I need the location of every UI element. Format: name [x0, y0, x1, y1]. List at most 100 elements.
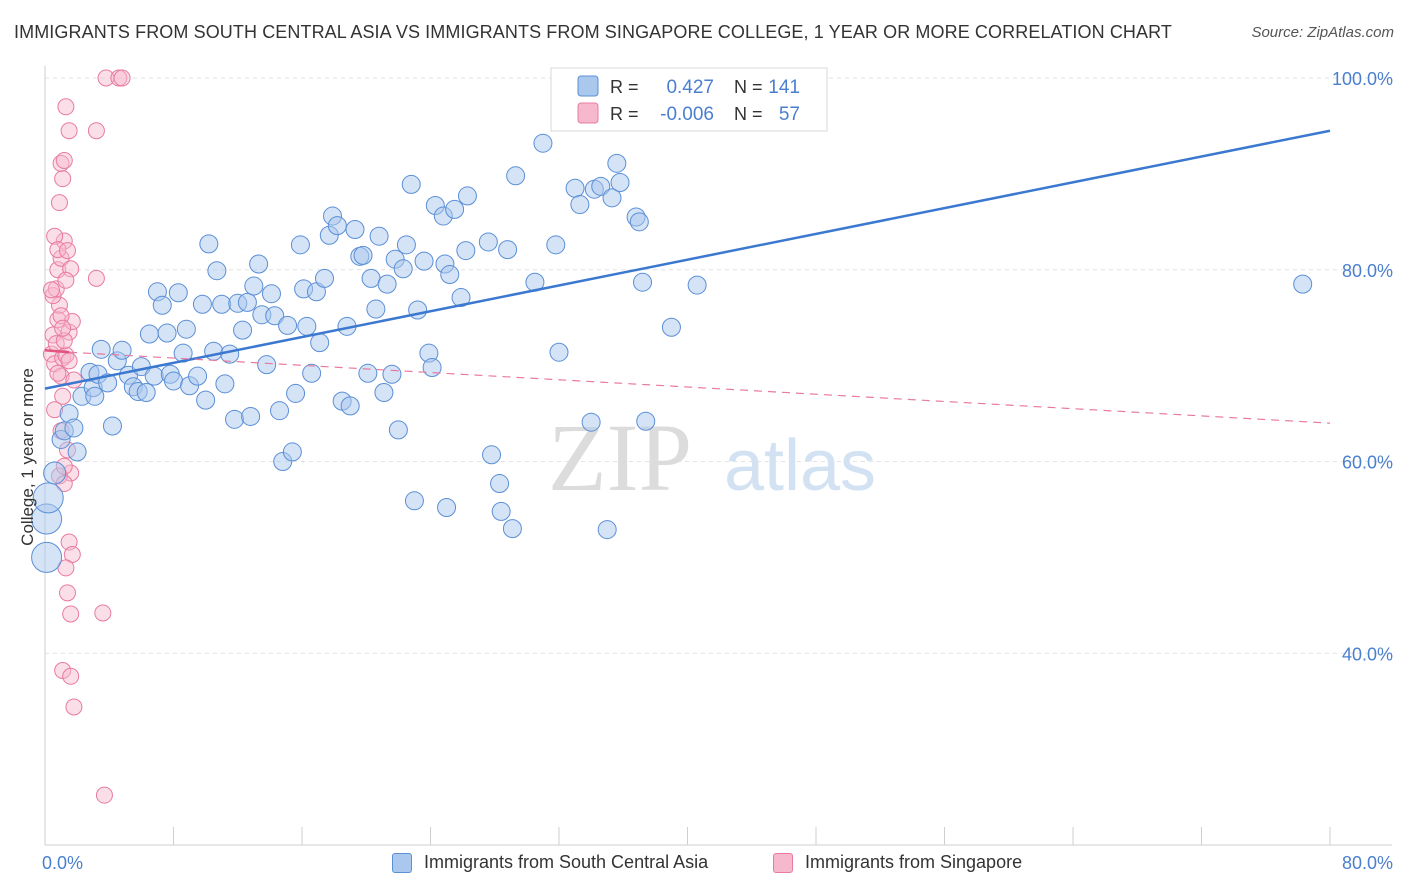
pink-point-41	[87, 269, 105, 287]
pink-point-15	[50, 194, 68, 212]
source-label: Source: ZipAtlas.com	[1251, 24, 1394, 41]
blue-point-53	[261, 284, 281, 304]
pink-point-52	[49, 364, 67, 382]
trend-line-pink-dashed	[69, 351, 1331, 424]
blue-point-50	[249, 254, 269, 274]
blue-point-121	[633, 272, 653, 292]
stats-pink-r-label: R =	[610, 104, 639, 124]
stats-pink-r-value: -0.006	[660, 104, 714, 125]
chart-title: IMMIGRANTS FROM SOUTH CENTRAL ASIA VS IM…	[14, 22, 1172, 42]
blue-point-72	[340, 396, 360, 416]
blue-point-73	[345, 219, 365, 239]
blue-point-24	[139, 324, 159, 344]
blue-point-1	[32, 482, 64, 514]
blue-point-47	[237, 292, 257, 312]
blue-point-8	[67, 442, 87, 462]
blue-point-82	[382, 364, 402, 384]
watermark: ZIP atlas	[548, 404, 876, 511]
blue-point-77	[361, 268, 381, 288]
blue-point-109	[546, 235, 566, 255]
pink-point-49	[52, 307, 70, 325]
x-tick-label-0: 0.0%	[42, 853, 83, 873]
pink-point-33	[60, 533, 78, 551]
blue-point-40	[207, 261, 227, 281]
legend-swatch-pink	[773, 852, 793, 873]
pink-point-53	[54, 319, 72, 337]
blue-point-120	[629, 212, 649, 232]
y-tick-label-1: 60.0%	[1342, 453, 1393, 473]
blue-point-7	[64, 418, 84, 438]
blue-point-113	[581, 412, 601, 432]
blue-point-65	[310, 333, 330, 353]
blue-point-59	[286, 383, 306, 403]
blue-point-102	[490, 474, 510, 494]
blue-point-16	[102, 416, 122, 436]
y-tick-label-3: 100.0%	[1332, 69, 1393, 89]
blue-point-62	[297, 316, 317, 336]
stats-blue-swatch	[577, 75, 599, 97]
blue-point-106	[506, 166, 526, 186]
y-tick-label-2: 80.0%	[1342, 261, 1393, 281]
pink-point-51	[60, 352, 78, 370]
blue-point-117	[607, 153, 627, 173]
blue-point-110	[549, 342, 569, 362]
pink-point-44	[95, 786, 113, 804]
pink-point-20	[60, 122, 78, 140]
blue-point-122	[636, 411, 656, 431]
blue-point-3	[43, 461, 67, 485]
blue-point-58	[282, 442, 302, 462]
blue-point-97	[451, 288, 471, 308]
pink-point-37	[62, 605, 80, 623]
stats-blue-r-value: 0.427	[666, 77, 714, 98]
blue-point-108	[533, 133, 553, 153]
blue-point-46	[233, 320, 253, 340]
pink-point-54	[42, 281, 60, 299]
pink-point-55	[65, 371, 83, 389]
pink-point-21	[46, 227, 64, 245]
pink-point-23	[58, 242, 76, 260]
blue-point-41	[212, 294, 232, 314]
blue-point-115	[591, 176, 611, 196]
pink-point-43	[94, 604, 112, 622]
pink-point-19	[57, 98, 75, 116]
blue-point-81	[377, 274, 397, 294]
blue-point-79	[369, 226, 389, 246]
x-tick-label-1: 80.0%	[1342, 853, 1393, 873]
blue-point-75	[353, 245, 373, 265]
pink-point-25	[57, 271, 75, 289]
blue-point-60	[290, 235, 310, 255]
blue-point-100	[478, 232, 498, 252]
y-axis-label: College, 1 year or more	[18, 368, 37, 546]
blue-point-87	[401, 174, 421, 194]
pink-point-11	[47, 280, 65, 298]
blue-point-80	[374, 382, 394, 402]
blue-point-116	[602, 188, 622, 208]
blue-point-86	[396, 235, 416, 255]
blue-point-44	[225, 409, 245, 429]
y-tick-label-0: 40.0%	[1342, 644, 1393, 664]
blue-point-28	[157, 323, 177, 343]
blue-point-125	[404, 491, 424, 511]
stats-pink-n-value: 57	[779, 104, 800, 125]
trend-line-pink	[44, 349, 70, 354]
blue-point-91	[422, 358, 442, 378]
blue-point-112	[570, 195, 590, 215]
pink-point-5	[50, 296, 68, 314]
blue-point-105	[502, 519, 522, 539]
blue-point-111	[565, 178, 585, 198]
blue-point-31	[168, 283, 188, 303]
blue-point-37	[196, 390, 216, 410]
blue-point-27	[152, 295, 172, 315]
blue-point-124	[687, 275, 707, 295]
blue-point-39	[204, 341, 224, 361]
series-south-central-asia-points	[31, 133, 1313, 573]
blue-point-96	[445, 199, 465, 219]
blue-point-15	[98, 373, 118, 393]
blue-point-126	[437, 498, 457, 518]
pink-point-14	[55, 232, 73, 250]
blue-point-35	[188, 366, 208, 386]
blue-point-63	[302, 363, 322, 383]
blue-point-85	[393, 259, 413, 279]
blue-point-123	[661, 317, 681, 337]
